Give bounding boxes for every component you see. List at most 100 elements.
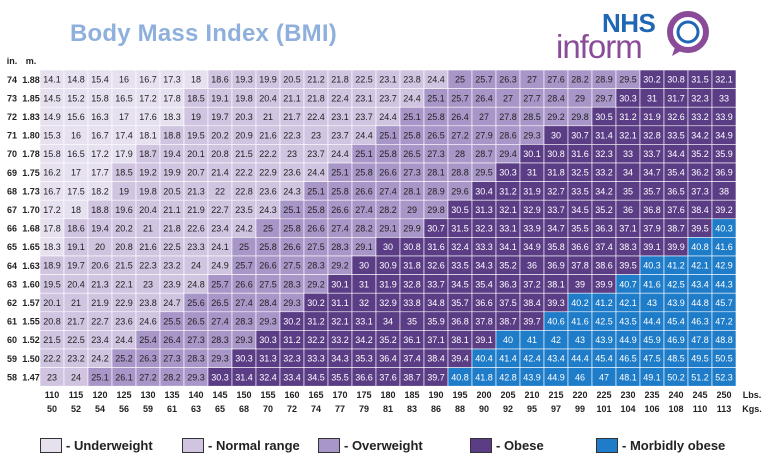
col-label-kgs: 113: [717, 404, 732, 414]
row-label-inches: 62: [7, 298, 17, 308]
bmi-value: 42.9: [715, 261, 733, 271]
bmi-value: 17.4: [115, 131, 133, 141]
col-label-kgs: 83: [407, 404, 417, 414]
legend-swatch: [318, 437, 340, 453]
bmi-value: 46.9: [667, 335, 685, 345]
bmi-value: 37.9: [643, 224, 661, 234]
bmi-value: 26.3: [139, 354, 157, 364]
bmi-value: 31.2: [307, 317, 325, 327]
bmi-value: 27.7: [523, 93, 541, 103]
bmi-value: 20.2: [211, 131, 229, 141]
col-label-kgs: 104: [620, 404, 635, 414]
bmi-value: 17.2: [43, 205, 61, 215]
bmi-value: 36.9: [715, 168, 733, 178]
bmi-value: 27.6: [547, 75, 565, 85]
col-label-kgs: 110: [693, 404, 708, 414]
bmi-value: 22.5: [67, 335, 85, 345]
bmi-value: 23.4: [211, 224, 229, 234]
bmi-value: 39.9: [667, 242, 685, 252]
bmi-value: 18.6: [67, 224, 85, 234]
bmi-value: 32.6: [427, 261, 445, 271]
col-label-kgs: 97: [551, 404, 561, 414]
bmi-value: 22.7: [211, 205, 229, 215]
col-label-kgs: 99: [575, 404, 585, 414]
bmi-value: 40.6: [547, 317, 565, 327]
bmi-value: 35.5: [331, 372, 349, 382]
bmi-value: 35: [407, 317, 417, 327]
bmi-value: 33.8: [403, 298, 421, 308]
row-label-metres: 1.55: [22, 317, 40, 327]
bmi-value: 20.4: [67, 279, 85, 289]
bmi-value: 52.3: [715, 372, 733, 382]
bmi-value: 23: [47, 372, 57, 382]
bmi-value: 38.4: [427, 354, 445, 364]
bmi-value: 33.1: [499, 224, 517, 234]
bmi-value: 24.1: [211, 242, 229, 252]
bmi-value: 37.1: [427, 335, 445, 345]
bmi-value: 20.8: [115, 242, 133, 252]
bmi-value: 39.1: [643, 242, 661, 252]
bmi-value: 25.7: [451, 93, 469, 103]
page-title: Body Mass Index (BMI): [70, 20, 337, 47]
bmi-value: 34.7: [547, 224, 565, 234]
bmi-value: 32.4: [451, 242, 469, 252]
bmi-value: 21: [143, 224, 153, 234]
col-label-lbs: 200: [476, 390, 491, 400]
bmi-value: 40.4: [475, 354, 493, 364]
bmi-value: 22.2: [259, 149, 277, 159]
col-label-lbs: 140: [188, 390, 203, 400]
bmi-value: 30.2: [283, 317, 301, 327]
bmi-value: 20.8: [43, 317, 61, 327]
bmi-value: 28.2: [355, 224, 373, 234]
bmi-value: 31.3: [259, 354, 277, 364]
bmi-value: 15.8: [91, 93, 109, 103]
bmi-value: 28.9: [427, 186, 445, 196]
bmi-value: 47.2: [715, 317, 733, 327]
bmi-value: 26.1: [115, 372, 133, 382]
bmi-value: 30.3: [619, 93, 637, 103]
bmi-value: 25.5: [163, 317, 181, 327]
bmi-value: 25.6: [187, 298, 205, 308]
bmi-value: 27.5: [307, 242, 325, 252]
bmi-value: 44.9: [619, 335, 637, 345]
bmi-value: 35.2: [379, 335, 397, 345]
bmi-value: 29.7: [595, 93, 613, 103]
bmi-value: 35.8: [547, 242, 565, 252]
bmi-value: 25.8: [259, 242, 277, 252]
bmi-value: 31.6: [427, 242, 445, 252]
bmi-value: 26.4: [451, 112, 469, 122]
bmi-value: 23.6: [283, 168, 301, 178]
bmi-value: 50.2: [667, 372, 685, 382]
bmi-value: 32: [359, 298, 369, 308]
bmi-value: 35: [623, 186, 633, 196]
bmi-value: 36.6: [571, 242, 589, 252]
bmi-value: 27: [527, 75, 537, 85]
bmi-value: 28.4: [259, 298, 277, 308]
col-label-lbs: 220: [572, 390, 587, 400]
bmi-value: 23.7: [355, 112, 373, 122]
legend-item-morbid: - Morbidly obese: [596, 436, 725, 454]
bmi-value: 21.3: [187, 186, 205, 196]
bmi-value: 21.8: [331, 75, 349, 85]
bmi-value: 30: [359, 261, 369, 271]
bmi-value: 26.6: [235, 279, 253, 289]
bmi-value: 18.8: [163, 131, 181, 141]
bmi-value: 27.4: [379, 186, 397, 196]
row-label-metres: 1.65: [22, 242, 40, 252]
bmi-value: 29.6: [451, 186, 469, 196]
col-label-kgs: 106: [644, 404, 659, 414]
bmi-value: 23.7: [379, 93, 397, 103]
bmi-value: 25.1: [427, 93, 445, 103]
bmi-value: 45.4: [667, 317, 685, 327]
bmi-value: 26.5: [427, 131, 445, 141]
bmi-value: 47.5: [643, 354, 661, 364]
col-label-lbs: 110: [45, 390, 60, 400]
bmi-value: 19.4: [163, 149, 181, 159]
bmi-value: 21.8: [163, 224, 181, 234]
legend-swatch: [596, 437, 618, 453]
row-header-inches: in.: [7, 56, 18, 66]
bmi-value: 18: [71, 205, 81, 215]
bmi-value: 44.3: [715, 279, 733, 289]
bmi-value: 35.9: [427, 317, 445, 327]
row-label-inches: 69: [7, 168, 17, 178]
